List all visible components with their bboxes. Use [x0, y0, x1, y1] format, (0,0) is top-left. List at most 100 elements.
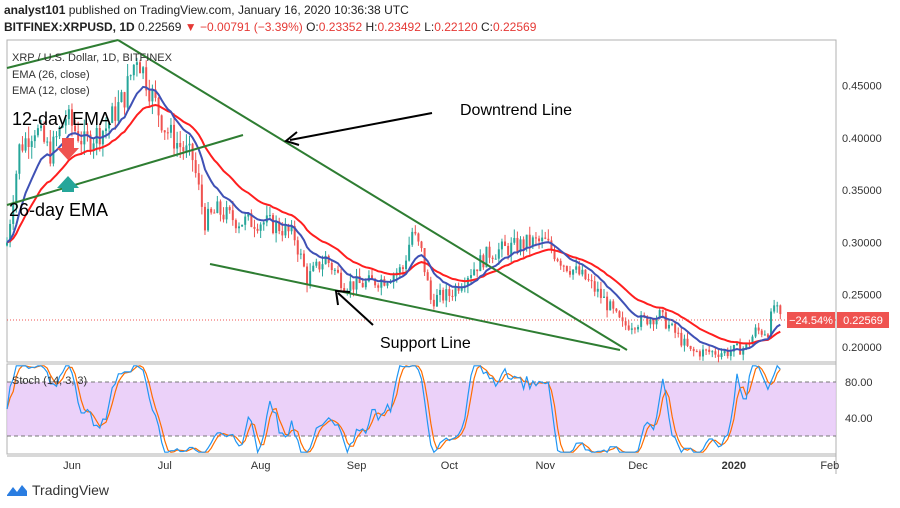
candle-body — [500, 241, 503, 250]
candle-body — [745, 343, 748, 349]
candle-body — [469, 275, 472, 278]
candle-body — [754, 327, 757, 337]
candle-body — [151, 89, 154, 102]
candle-body — [689, 345, 692, 349]
candle-body — [640, 315, 643, 327]
open-label: O: — [306, 20, 319, 34]
candle-body — [210, 208, 213, 213]
candle-body — [219, 201, 222, 215]
candle-body — [77, 131, 80, 141]
ema-group — [6, 85, 781, 352]
candle-body — [321, 264, 324, 270]
stoch-band-fill — [7, 382, 836, 436]
candle-body — [612, 301, 615, 309]
support-annotation: Support Line — [380, 335, 471, 352]
last-price: 0.22569 — [138, 20, 182, 34]
tradingview-logo-icon — [7, 485, 27, 496]
x-tick-label: Aug — [251, 460, 271, 472]
candle-body — [83, 131, 86, 145]
candle-body — [324, 255, 327, 265]
candle-body — [705, 349, 708, 351]
candle-body — [729, 351, 732, 357]
candle-body — [553, 249, 556, 260]
candle-body — [213, 212, 216, 214]
candle-body — [426, 272, 429, 281]
high-value: 0.23492 — [377, 20, 421, 34]
tradingview-logo[interactable]: TradingView — [6, 482, 109, 498]
price-pane[interactable] — [6, 39, 837, 363]
candle-body — [695, 351, 698, 353]
stoch-label: Stoch (14, 3, 3) — [12, 375, 87, 387]
candle-body — [711, 351, 714, 353]
downtrend-line — [117, 39, 628, 351]
candle-body — [408, 244, 411, 261]
candle-body — [364, 281, 367, 288]
time-axis[interactable]: Jun Jul Aug Sep Oct Nov Dec 2020 Feb — [63, 460, 839, 472]
candle-body — [315, 261, 318, 266]
candle-body — [568, 271, 571, 275]
candle-body — [24, 138, 27, 151]
candle-body — [58, 127, 61, 137]
candle-body — [680, 332, 683, 346]
candle-body — [723, 350, 726, 354]
candle-body — [494, 258, 497, 260]
close-value: 0.22569 — [492, 20, 537, 34]
candle-body — [510, 242, 513, 256]
y-tick-label: 0.35000 — [842, 185, 882, 197]
publisher-name[interactable]: analyst101 — [4, 3, 66, 17]
candle-body — [451, 295, 454, 297]
candle-body — [330, 262, 333, 271]
candle-body — [714, 351, 717, 355]
stoch-d-line — [6, 365, 781, 453]
candle-body — [624, 321, 627, 326]
candle-body — [377, 285, 380, 288]
candle-body — [52, 136, 55, 164]
candle-body — [358, 276, 361, 283]
candle-body — [401, 267, 404, 270]
candle-body — [126, 76, 129, 108]
candle-body — [637, 326, 640, 330]
candle-body — [439, 289, 442, 295]
candle-body — [169, 124, 172, 133]
candle-body — [701, 349, 704, 357]
candle-body — [661, 310, 664, 313]
candle-body — [429, 280, 432, 300]
candle-body — [27, 138, 30, 148]
upper-channel-line — [6, 39, 119, 69]
legend-ema26: EMA (26, close) — [12, 69, 90, 81]
candle-body — [5, 242, 9, 246]
y-tick-label: 0.40000 — [842, 133, 882, 145]
candle-body — [333, 269, 336, 271]
candle-body — [293, 226, 296, 241]
candle-body — [528, 234, 531, 246]
candle-body — [33, 135, 36, 142]
candle-body — [306, 266, 309, 285]
y-tick-label: 0.20000 — [842, 342, 882, 354]
x-tick-label: 2020 — [722, 460, 746, 472]
candle-body — [207, 208, 210, 231]
candle-body — [86, 131, 89, 135]
candle-body — [633, 328, 636, 330]
candle-body — [766, 334, 769, 338]
price-axis[interactable]: 0.45000 0.40000 0.35000 0.30000 0.25000 0.200… — [842, 80, 882, 425]
candle-body — [432, 299, 435, 307]
candle-body — [237, 226, 241, 229]
y-tick-label: 0.25000 — [842, 290, 882, 302]
candle-body — [21, 144, 24, 151]
candle-body — [544, 237, 547, 239]
candle-body — [46, 141, 49, 143]
candle-body — [222, 214, 225, 220]
publish-header: analyst101 published on TradingView.com,… — [4, 3, 409, 17]
candle-body — [547, 238, 550, 241]
candle-body — [504, 241, 507, 246]
candle-body — [720, 353, 723, 357]
candle-body — [142, 67, 145, 74]
candle-body — [473, 269, 476, 276]
candle-body — [482, 255, 485, 268]
candle-body — [148, 90, 151, 102]
candle-body — [108, 122, 111, 129]
candle-body — [256, 228, 259, 231]
legend-ema12: EMA (12, close) — [12, 85, 90, 97]
candle-body — [658, 310, 661, 319]
